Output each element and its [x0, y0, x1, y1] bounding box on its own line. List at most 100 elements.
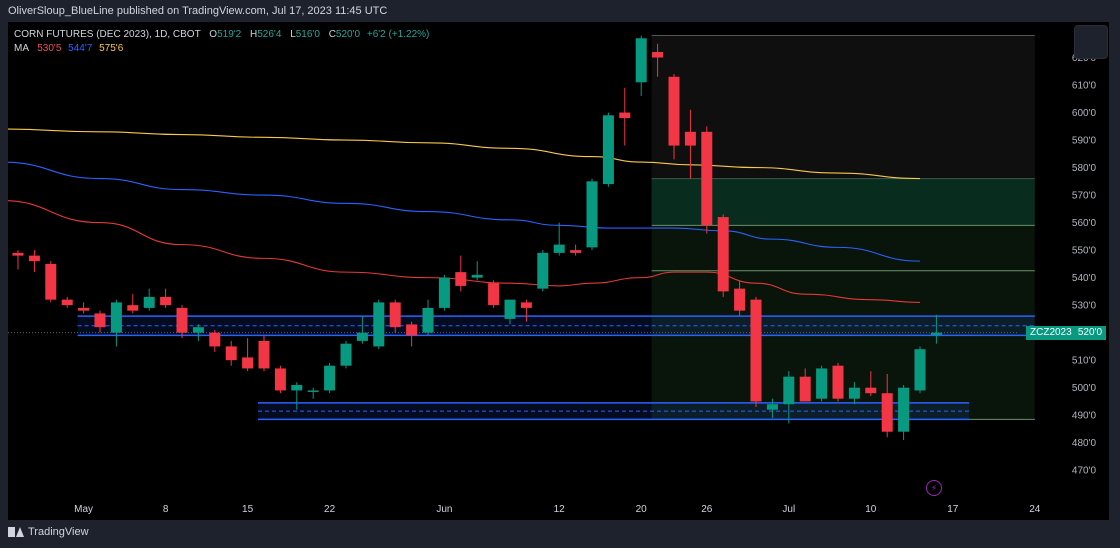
footer-bar: TradingView — [0, 520, 1120, 548]
candle-body — [12, 252, 24, 256]
x-axis-tick-label: May — [74, 504, 93, 515]
candle-body — [127, 305, 139, 311]
candle-body — [192, 327, 204, 333]
y-axis-tick-label: 480'0 — [1072, 438, 1097, 449]
candle-body — [356, 332, 368, 341]
ma3-value: 575'6 — [99, 43, 124, 54]
ma2-value: 544'7 — [68, 43, 93, 54]
candle-body — [848, 387, 860, 399]
close-label: C — [328, 29, 336, 40]
candle-body — [455, 272, 467, 286]
price-chart[interactable]: 620'0610'0600'0590'0580'0570'0560'0550'0… — [8, 22, 1109, 520]
symbol-title: CORN FUTURES (DEC 2023), 1D, CBOT — [14, 29, 201, 40]
candle-body — [783, 376, 795, 405]
candle-body — [389, 302, 401, 328]
candle-body — [832, 365, 844, 399]
ma-legend-row: MA 530'5 544'7 575'6 — [14, 42, 429, 56]
candle-body — [488, 283, 500, 306]
ma-line-1 — [8, 200, 921, 303]
candle-body — [209, 332, 221, 347]
y-axis-tick-label: 470'0 — [1072, 466, 1097, 477]
ma-label: MA — [14, 43, 29, 54]
open-label: O — [209, 29, 218, 40]
publisher-line: OliverSloup_BlueLine published on Tradin… — [8, 5, 388, 17]
candle-body — [602, 115, 614, 185]
candle-body — [930, 332, 942, 335]
tradingview-logo[interactable]: TradingView — [8, 526, 89, 538]
x-axis-tick-label: 15 — [242, 504, 254, 515]
candle-body — [110, 302, 122, 333]
ma-line-3 — [8, 128, 921, 180]
candle-body — [898, 387, 910, 432]
zone-1-fill — [258, 402, 970, 420]
candle-body — [225, 346, 237, 361]
candle-body — [717, 217, 729, 292]
open-value: 519'2 — [217, 29, 242, 40]
candle-body — [766, 404, 778, 410]
price-tag-price: 520'0 — [1077, 326, 1102, 338]
y-axis-tick-label: 580'0 — [1072, 163, 1097, 174]
chart-legend: CORN FUTURES (DEC 2023), 1D, CBOT O519'2… — [14, 28, 429, 56]
ohlc-legend-row: CORN FUTURES (DEC 2023), 1D, CBOT O519'2… — [14, 28, 429, 42]
candle-body — [45, 263, 57, 300]
candle-body — [373, 302, 385, 347]
candle-body — [684, 131, 696, 146]
price-tag-ticker: ZCZ2023 — [1030, 326, 1072, 338]
candle-body — [537, 252, 549, 289]
x-axis-tick-label: 20 — [636, 504, 648, 515]
candle-body — [865, 387, 877, 394]
candle-body — [619, 112, 631, 119]
candle-body — [61, 299, 73, 306]
candle-body — [78, 307, 90, 311]
candle-body — [143, 296, 155, 308]
chart-widget-button[interactable] — [1074, 25, 1108, 59]
y-axis-tick-label: 560'0 — [1072, 218, 1097, 229]
candle-body — [422, 307, 434, 333]
ma-line-2 — [8, 161, 921, 262]
candle-body — [520, 302, 532, 308]
x-axis-tick-label: Jul — [782, 504, 795, 515]
y-axis-tick-label: 490'0 — [1072, 411, 1097, 422]
x-axis-tick-label: 24 — [1029, 504, 1041, 515]
candle-body — [635, 38, 647, 83]
candle-body — [160, 296, 172, 306]
candle-body — [734, 288, 746, 311]
candle-body — [586, 181, 598, 248]
candle-body — [652, 52, 664, 58]
y-axis-tick-label: 600'0 — [1072, 108, 1097, 119]
candle-body — [553, 244, 565, 253]
candle-body — [274, 368, 286, 391]
x-axis-tick-label: 10 — [865, 504, 877, 515]
candle-body — [340, 343, 352, 366]
candle-body — [307, 390, 319, 392]
candle-body — [799, 376, 811, 402]
change-value: +6'2 (+1.22%) — [366, 29, 430, 40]
y-axis-tick-label: 540'0 — [1072, 273, 1097, 284]
y-axis-tick-label: 550'0 — [1072, 246, 1097, 257]
candle-body — [816, 368, 828, 399]
candle-body — [406, 324, 418, 336]
y-axis-tick-label: 570'0 — [1072, 191, 1097, 202]
x-axis-tick-label: Jun — [436, 504, 452, 515]
candle-body — [504, 299, 516, 319]
candle-body — [258, 340, 270, 369]
candle-body — [438, 277, 450, 308]
ma1-value: 530'5 — [37, 43, 62, 54]
high-value: 526'4 — [257, 29, 282, 40]
candle-body — [471, 274, 483, 278]
candle-body — [94, 313, 106, 328]
candle-body — [291, 384, 303, 391]
tradingview-mark-icon — [8, 527, 24, 537]
y-axis-tick-label: 610'0 — [1072, 81, 1097, 92]
candlestick-chart-svg[interactable]: 620'0610'0600'0590'0580'0570'0560'0550'0… — [8, 22, 1109, 520]
candle-body — [28, 255, 40, 262]
lightning-icon[interactable]: ⚡ — [926, 480, 942, 496]
x-axis-tick-label: 12 — [554, 504, 566, 515]
candle-body — [176, 307, 188, 333]
candle-body — [324, 365, 336, 391]
y-axis-tick-label: 530'0 — [1072, 301, 1097, 312]
y-axis-tick-label: 500'0 — [1072, 383, 1097, 394]
y-axis-tick-label: 510'0 — [1072, 356, 1097, 367]
candle-body — [668, 76, 680, 146]
low-value: 516'0 — [295, 29, 320, 40]
